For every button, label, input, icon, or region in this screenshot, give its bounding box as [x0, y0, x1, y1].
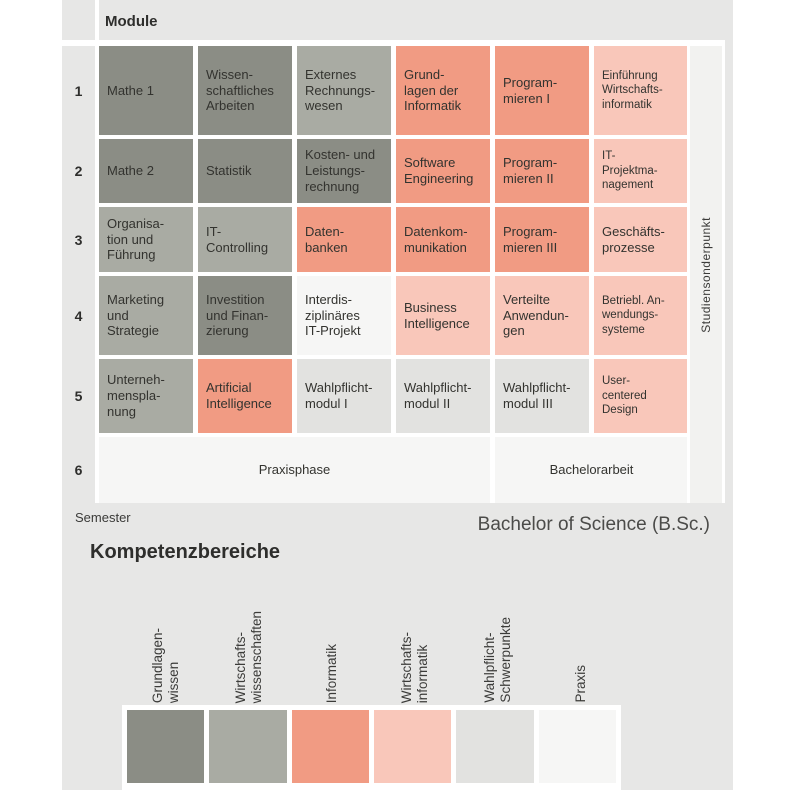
module-cell: User- centered Design	[594, 359, 688, 433]
module-cell: Artificial Intelligence	[198, 359, 292, 433]
module-cell: Program- mieren II	[495, 139, 589, 203]
semester-number: 6	[74, 462, 83, 478]
legend-label-wirtschaftsinformatik: Wirtschafts- informatik	[398, 631, 430, 703]
legend-label-grundlagenwissen: Grundlagen- wissen	[149, 627, 181, 703]
module-cell: Betriebl. An- wendungs- systeme	[594, 276, 688, 355]
legend-swatch-wirtschaftsinformatik	[373, 710, 452, 783]
module-cell: Externes Rechnungs- wesen	[297, 46, 391, 135]
legend-swatch-wirtschaftswissenschaften	[209, 710, 287, 783]
header-divider	[62, 40, 725, 46]
module-cell: Mathe 2	[99, 139, 193, 203]
module-cell: Geschäfts- prozesse	[594, 207, 688, 272]
legend-labels: Grundlagen- wissen Wirtschafts- wissensch…	[127, 575, 620, 703]
legend-label-praxis: Praxis	[572, 665, 588, 703]
module-cell: Bachelorarbeit	[495, 437, 688, 503]
module-cell: Organisa- tion und Führung	[99, 207, 193, 272]
legend-label-informatik: Informatik	[323, 643, 339, 703]
module-cell: Marketing und Strategie	[99, 276, 193, 355]
module-cell: Verteilte Anwendun- gen	[495, 276, 589, 355]
module-cell: Interdis- ziplinäres IT-Projekt	[297, 276, 391, 355]
legend-swatch-informatik	[291, 710, 369, 783]
module-cell: Kosten- und Leistungs- rechnung	[297, 139, 391, 203]
module-cell: Unterneh- menspla- nung	[99, 359, 193, 433]
module-cell: Grund- lagen der Informatik	[396, 46, 490, 135]
legend-label-wahlpflicht: Wahlpflicht- Schwerpunkte	[481, 617, 513, 703]
module-cell: Wahlpflicht- modul II	[396, 359, 490, 433]
legend-label-wirtschaftswissenschaften: Wirtschafts- wissenschaften	[232, 610, 264, 703]
legend-swatch-wahlpflicht	[456, 710, 534, 783]
diagram-panel: Module 1 2 3 4 5 6 Mathe 1 Wissen- schaftliche…	[62, 0, 733, 790]
module-cell: Wahlpflicht- modul I	[297, 359, 391, 433]
module-cell: Datenkom- munikation	[396, 207, 490, 272]
semester-axis-label: Semester	[75, 510, 131, 525]
degree-label: Bachelor of Science (B.Sc.)	[477, 514, 710, 535]
competence-title: Kompetenzbereiche	[90, 541, 281, 563]
semester-number-column: 1 2 3 4 5 6	[62, 46, 95, 503]
semester-number: 4	[74, 307, 83, 324]
studiensonderpunkt-label: Studiensonderpunkt	[699, 216, 713, 333]
module-cell: Business Intelligence	[396, 276, 490, 355]
semester-number: 2	[74, 163, 83, 179]
module-cell: Daten- banken	[297, 207, 391, 272]
legend-swatch-grundlagenwissen	[127, 710, 205, 783]
semester-number: 1	[74, 82, 83, 99]
module-cell: Wahlpflicht- modul III	[495, 359, 589, 433]
studiensonderpunkt-column: Studiensonderpunkt	[687, 46, 725, 503]
module-cell: Program- mieren I	[495, 46, 589, 135]
semester-number: 5	[74, 388, 83, 404]
semester-column-divider	[95, 0, 99, 503]
module-cell: Praxisphase	[99, 437, 490, 503]
module-cell: IT- Controlling	[198, 207, 292, 272]
semester-number: 3	[74, 231, 83, 248]
legend-swatches	[122, 705, 621, 790]
module-cell: Software Engineering	[396, 139, 490, 203]
module-cell: Statistik	[198, 139, 292, 203]
module-header: Module	[105, 13, 158, 30]
module-cell: Mathe 1	[99, 46, 193, 135]
module-cell: Investition und Finan- zierung	[198, 276, 292, 355]
module-cell: Program- mieren III	[495, 207, 589, 272]
module-grid: Mathe 1 Wissen- schaftliches Arbeiten Exte…	[99, 46, 688, 503]
competence-legend: Grundlagen- wissen Wirtschafts- wissensch…	[122, 575, 621, 790]
legend-swatch-praxis	[538, 710, 616, 783]
module-cell: Wissen- schaftliches Arbeiten	[198, 46, 292, 135]
module-cell: IT- Projektma- nagement	[594, 139, 688, 203]
module-cell: Einführung Wirtschafts- informatik	[594, 46, 688, 135]
